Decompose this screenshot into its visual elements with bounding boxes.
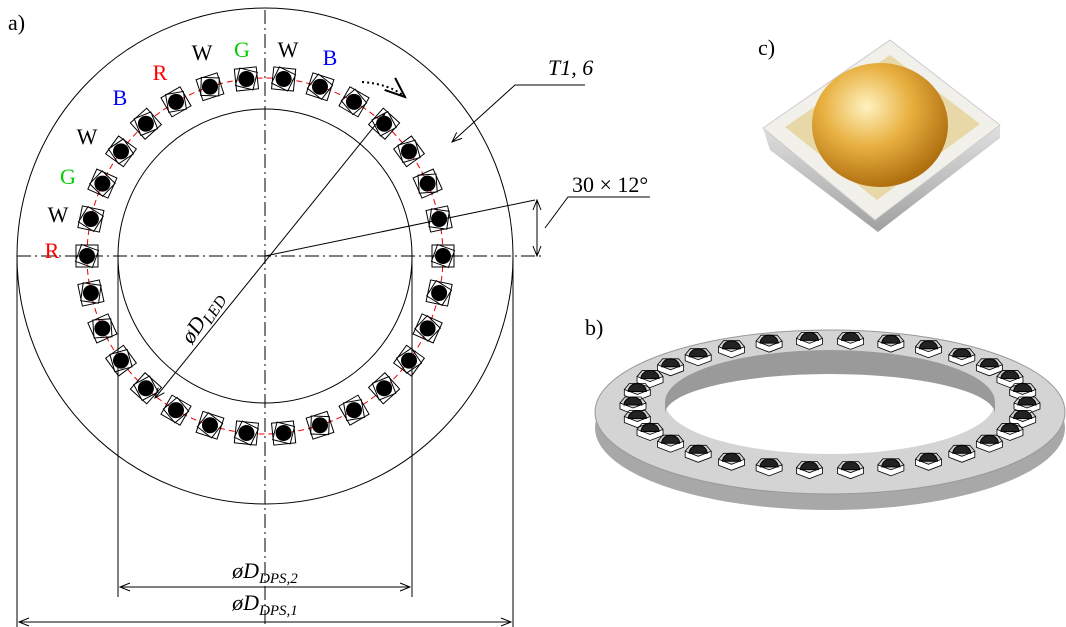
led-label: B	[323, 45, 338, 70]
leader	[452, 85, 585, 142]
led	[105, 135, 137, 167]
led-dome	[417, 318, 438, 339]
panel-label: a)	[8, 10, 25, 35]
led	[271, 66, 296, 91]
led	[271, 420, 296, 445]
led-dome	[430, 210, 449, 229]
led-label: W	[278, 37, 299, 62]
led	[130, 372, 163, 405]
led-dome	[200, 415, 220, 435]
direction-arrow	[362, 82, 405, 97]
led	[393, 345, 425, 377]
led-dome	[435, 248, 451, 264]
led-dome	[238, 70, 256, 88]
led-dome	[200, 77, 220, 97]
led-dome	[310, 77, 330, 97]
led	[412, 168, 442, 198]
led	[305, 411, 334, 440]
led	[234, 66, 259, 91]
led	[412, 313, 442, 343]
led	[105, 345, 137, 377]
panel-label: b)	[585, 315, 603, 340]
symbol: øD	[231, 590, 259, 615]
led-label: G	[60, 164, 76, 189]
subscript: DPS,2	[258, 571, 298, 587]
pitch-label: 30 × 12°	[572, 172, 648, 197]
panel-label: c)	[758, 35, 775, 60]
led-label: W	[77, 124, 98, 149]
ring-3d: b)	[585, 315, 1065, 510]
led	[425, 205, 452, 232]
led-dome	[79, 248, 95, 264]
led-label: R	[153, 60, 168, 85]
led	[425, 279, 452, 306]
led	[160, 394, 192, 426]
leader	[545, 197, 650, 228]
led-label: R	[45, 238, 60, 263]
symbol: øD	[231, 558, 259, 583]
led	[195, 72, 224, 101]
led-label: G	[234, 37, 250, 62]
led-dome	[165, 399, 187, 421]
led	[234, 420, 259, 445]
led-dome	[81, 284, 100, 303]
led-label: W	[48, 202, 69, 227]
led	[338, 86, 370, 118]
led	[338, 394, 370, 426]
led	[87, 313, 117, 343]
led-dome	[812, 63, 948, 187]
led	[393, 135, 425, 167]
led-dome	[92, 173, 113, 194]
led-dome	[92, 318, 113, 339]
led-dome	[238, 424, 256, 442]
led	[195, 411, 224, 440]
led	[305, 72, 334, 101]
thickness-label: T1, 6	[548, 55, 593, 80]
led-dome	[310, 415, 330, 435]
ring-drawing: RWGWBRWGWB a) T1, 6 30 × 12° øDLED øDDPS…	[8, 8, 650, 627]
figure: RWGWBRWGWB a) T1, 6 30 × 12° øDLED øDDPS…	[0, 0, 1066, 627]
led	[77, 279, 104, 306]
led	[77, 205, 104, 232]
subscript: DPS,1	[258, 603, 298, 619]
led-dome	[343, 91, 365, 113]
led	[160, 86, 192, 118]
led-dome	[275, 70, 293, 88]
led-dome	[417, 173, 438, 194]
led-photo: c)	[758, 35, 1000, 232]
led-dome	[275, 424, 293, 442]
d-led-label: øDLED	[175, 286, 231, 351]
led-label: W	[192, 40, 213, 65]
angle-line	[265, 200, 535, 256]
led	[87, 168, 117, 198]
led-label: B	[113, 85, 128, 110]
